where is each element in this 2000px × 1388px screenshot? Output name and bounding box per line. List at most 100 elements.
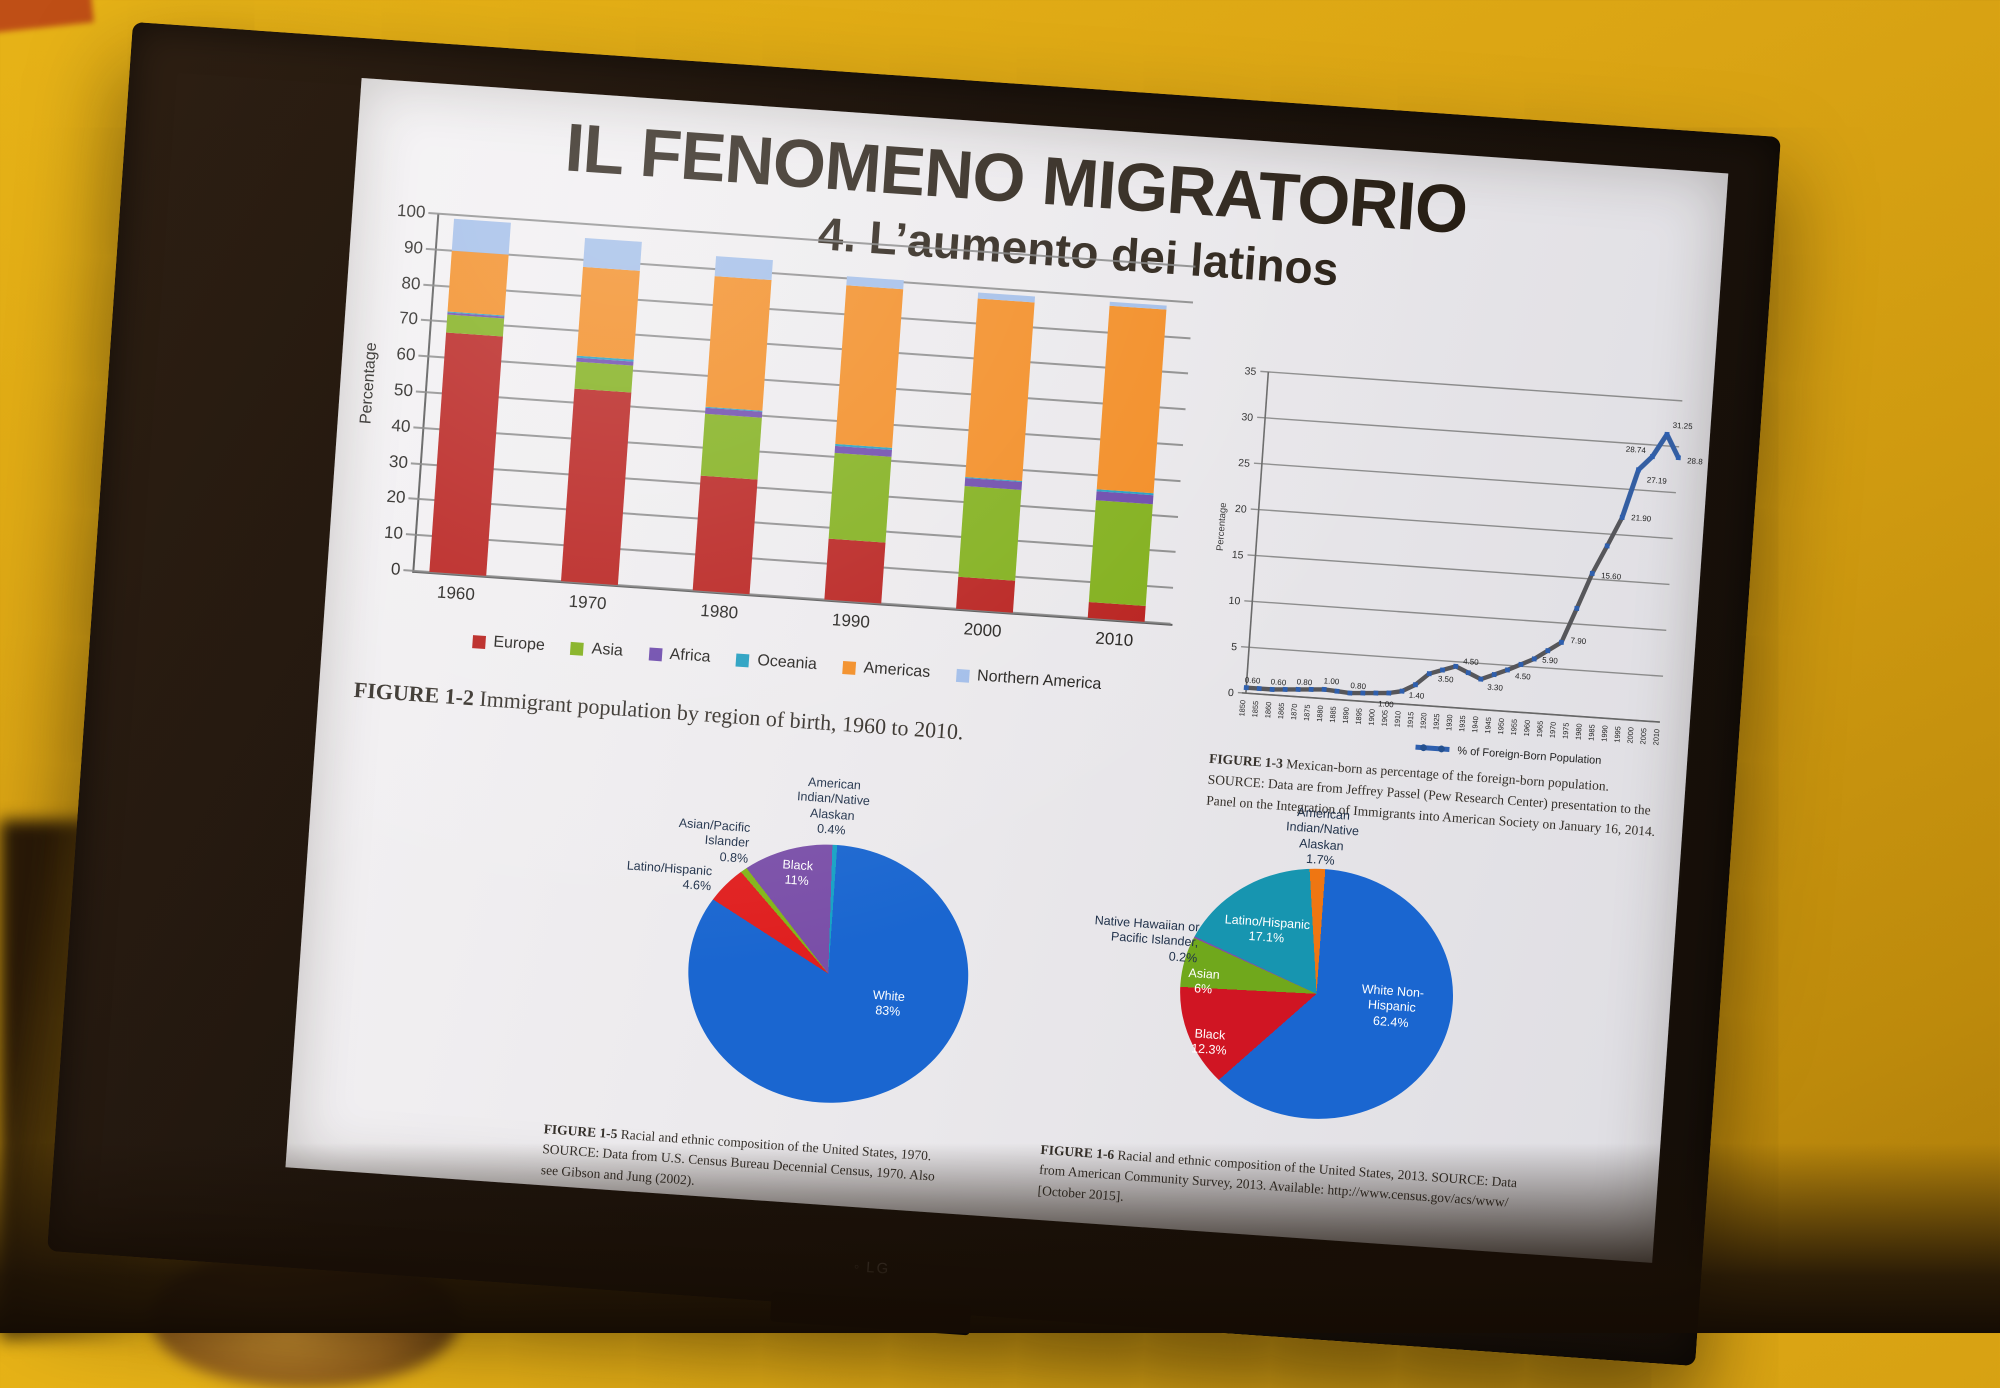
line-xtick-label: 1850 bbox=[1237, 700, 1247, 717]
pie-label-american-indian-native-alaskan: American Indian/Native Alaskan 1.7% bbox=[1240, 801, 1404, 873]
pie-label-black: Black 11% bbox=[761, 856, 833, 891]
line-marker bbox=[1412, 682, 1419, 688]
line-xtick-label: 1880 bbox=[1315, 705, 1325, 722]
bar-xtick-label: 1990 bbox=[831, 610, 871, 632]
line-marker bbox=[1545, 648, 1551, 654]
line-xtick-label: 1905 bbox=[1380, 710, 1390, 727]
line-ytick-label: 10 bbox=[1228, 595, 1241, 608]
tv-frame: IL FENOMENO MIGRATORIO 4. L’aumento dei … bbox=[47, 21, 1781, 1367]
bar-segment-asia bbox=[1088, 500, 1153, 606]
line-grid-line bbox=[1253, 462, 1676, 494]
bar-ytick-label: 30 bbox=[388, 451, 409, 472]
pie-label-line: Alaskan bbox=[809, 805, 856, 823]
line-xtick-label: 1935 bbox=[1457, 715, 1467, 732]
pie-label-line: White bbox=[872, 987, 906, 1005]
pie-label-asian: Asian 6% bbox=[1170, 965, 1238, 1000]
line-marker bbox=[1491, 671, 1497, 678]
bar-ytick-label: 40 bbox=[390, 415, 412, 436]
line-xtick-label: 1990 bbox=[1599, 725, 1609, 742]
line-grid-line bbox=[1244, 600, 1667, 632]
line-data-label: 1.00 bbox=[1323, 676, 1340, 686]
pie-label-line: Asian bbox=[1188, 965, 1221, 982]
line-xtick-label: 1915 bbox=[1405, 711, 1415, 728]
legend-item-europe: Europe bbox=[471, 632, 545, 655]
line-data-label: 4.50 bbox=[1463, 657, 1480, 667]
bar-ytick-label: 100 bbox=[396, 200, 427, 222]
line-data-label: 0.80 bbox=[1350, 681, 1367, 691]
line-xtick-label: 1940 bbox=[1470, 716, 1480, 733]
line-marker bbox=[1295, 686, 1301, 692]
bar-segment-americas bbox=[576, 266, 640, 360]
legend-item-asia: Asia bbox=[570, 639, 623, 661]
line-ytick-label: 20 bbox=[1235, 503, 1248, 516]
legend-swatch bbox=[735, 653, 750, 667]
line-marker bbox=[1504, 667, 1511, 673]
line-xtick-label: 1950 bbox=[1496, 718, 1506, 735]
line-grid-line bbox=[1260, 370, 1683, 402]
legend-swatch bbox=[471, 634, 486, 649]
line-marker bbox=[1347, 690, 1353, 696]
line-marker bbox=[1282, 686, 1288, 692]
bar-segment-americas bbox=[835, 285, 904, 449]
bar-ytick-label: 70 bbox=[398, 308, 419, 329]
line-data-label: 21.90 bbox=[1631, 513, 1652, 523]
legend-label: Africa bbox=[669, 645, 712, 666]
line-marker bbox=[1518, 661, 1524, 667]
line-marker bbox=[1589, 570, 1595, 577]
line-marker bbox=[1386, 690, 1392, 696]
legend-item-africa: Africa bbox=[648, 644, 711, 666]
line-grid-line bbox=[1241, 646, 1664, 677]
line-xtick-label: 1985 bbox=[1587, 724, 1597, 741]
line-grid-line bbox=[1247, 554, 1670, 586]
pie-label-line: 17.1% bbox=[1248, 929, 1285, 946]
legend-item-northern-america: Northern America bbox=[955, 666, 1102, 694]
bar-xtick-label: 2010 bbox=[1094, 628, 1134, 651]
line-xtick-label: 1960 bbox=[1522, 720, 1532, 737]
line-data-label: 7.90 bbox=[1570, 636, 1587, 646]
line-marker bbox=[1649, 453, 1655, 460]
bar-xtick-label: 1960 bbox=[436, 582, 476, 605]
line-xtick-label: 1860 bbox=[1263, 701, 1273, 718]
pie-label-white: White 83% bbox=[847, 986, 929, 1022]
line-ytick-label: 35 bbox=[1244, 365, 1257, 378]
line-xaxis bbox=[1241, 692, 1660, 723]
line-marker bbox=[1531, 656, 1537, 662]
bar-segment-europe bbox=[956, 576, 1016, 613]
line-data-label: 3.50 bbox=[1438, 674, 1455, 684]
bar-segment-northern-america bbox=[583, 237, 642, 271]
line-data-label: 28.81 bbox=[1687, 456, 1708, 466]
line-data-label: 4.50 bbox=[1515, 671, 1532, 681]
line-data-label: 28.74 bbox=[1626, 445, 1647, 455]
bar-ytick-label: 20 bbox=[385, 487, 407, 508]
line-data-label: 5.90 bbox=[1542, 655, 1559, 665]
bar-xtick-label: 1980 bbox=[699, 600, 739, 623]
line-legend-icon-dot bbox=[1420, 744, 1427, 752]
line-marker bbox=[1439, 667, 1446, 673]
line-chart: 0 5 10 15 20 25 30 35 Percentage 1850 1855 1860 1865… bbox=[1215, 365, 1708, 767]
line-data-label: 0.60 bbox=[1244, 676, 1261, 686]
line-yaxis bbox=[1245, 371, 1270, 694]
bottom-shadow bbox=[0, 1143, 2000, 1333]
line-xtick-label: 1945 bbox=[1483, 717, 1493, 734]
legend-label: Americas bbox=[863, 659, 931, 682]
line-series-path bbox=[1246, 432, 1681, 696]
bar-segment-europe bbox=[692, 476, 758, 595]
line-data-label: 27.19 bbox=[1646, 475, 1667, 485]
legend-swatch bbox=[570, 641, 585, 656]
figure-1-2-label: FIGURE 1-2 bbox=[353, 676, 475, 711]
legend-item-americas: Americas bbox=[842, 658, 931, 682]
bar-ytick-label: 90 bbox=[403, 237, 424, 258]
line-data-label: 1.00 bbox=[1378, 699, 1395, 709]
line-data-label: 0.80 bbox=[1296, 677, 1313, 687]
line-xtick-label: 1975 bbox=[1561, 722, 1571, 739]
pie-label-american-indian-native-alaskan: American Indian/Native Alaskan 0.4% bbox=[751, 771, 915, 843]
pie-label-asian-pacific-islander: Asian/Pacific Islander 0.8% bbox=[608, 811, 750, 866]
bar-xtick-label: 1970 bbox=[568, 591, 608, 614]
bar-segment-asia bbox=[574, 361, 634, 393]
line-marker bbox=[1373, 690, 1379, 696]
pie-label-line: Islander bbox=[704, 833, 750, 851]
line-marker bbox=[1269, 686, 1275, 693]
presentation-slide: IL FENOMENO MIGRATORIO 4. L’aumento dei … bbox=[285, 77, 1729, 1263]
bar-segment-asia bbox=[958, 485, 1022, 581]
line-marker bbox=[1426, 671, 1432, 677]
